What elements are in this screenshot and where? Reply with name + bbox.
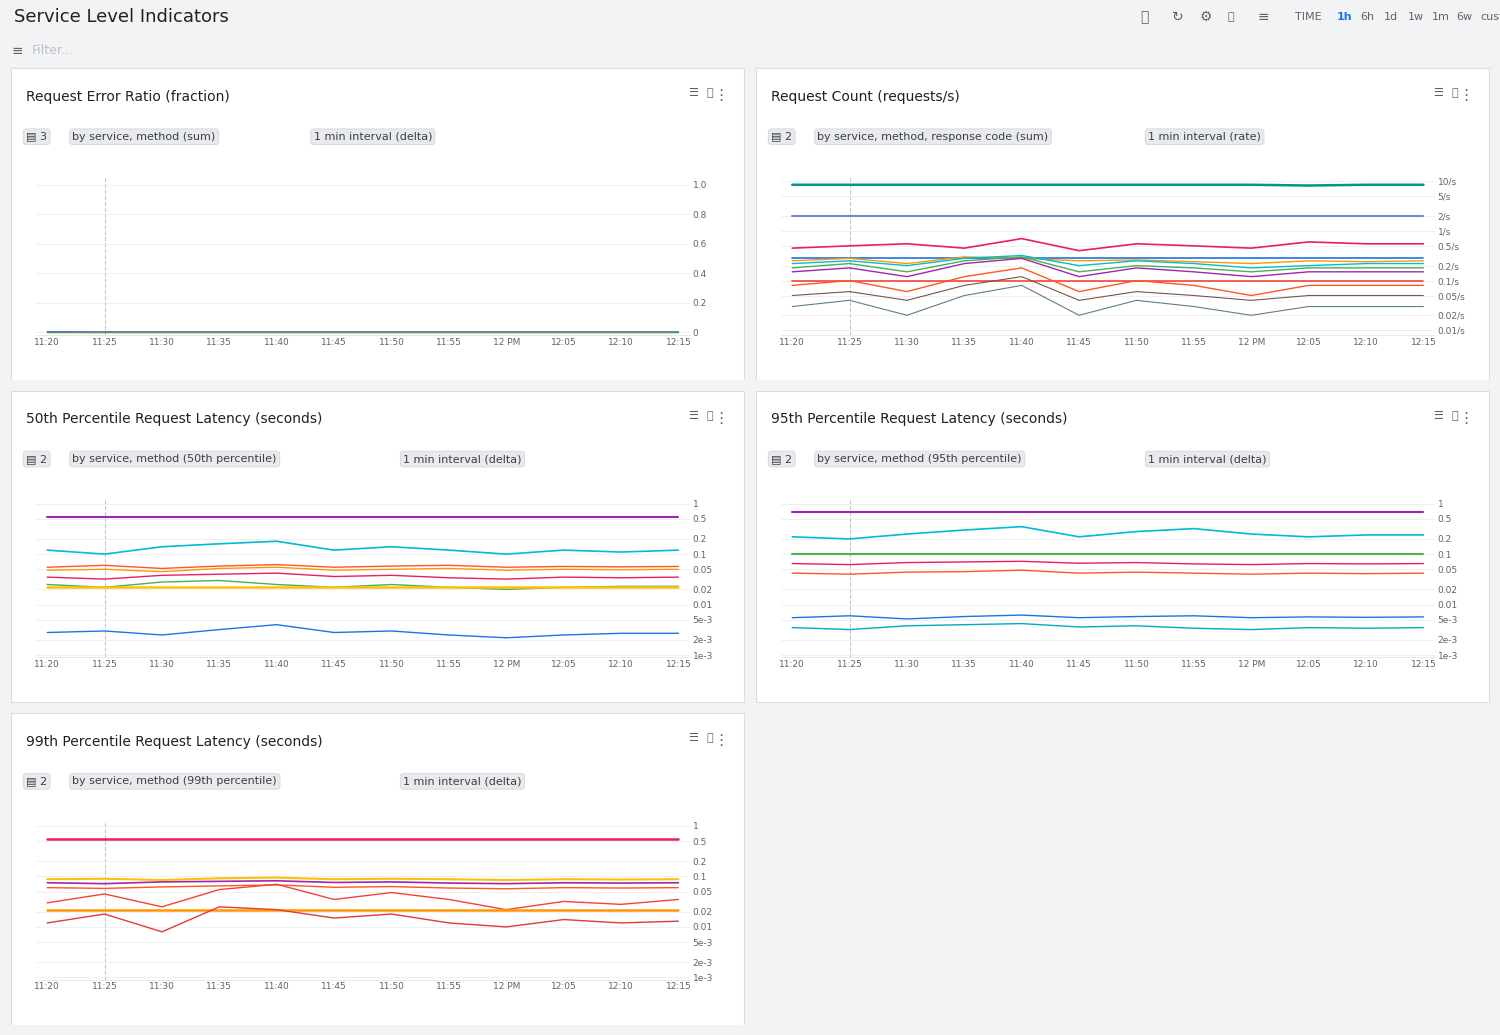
Text: ⛶: ⛶: [706, 88, 712, 98]
Text: 1 min interval (delta): 1 min interval (delta): [404, 776, 522, 787]
Text: ▤ 2: ▤ 2: [771, 131, 792, 142]
Text: 6h: 6h: [1360, 12, 1374, 22]
Text: ⋮: ⋮: [714, 733, 729, 748]
Text: 1h: 1h: [1336, 12, 1353, 22]
Text: ☰: ☰: [688, 88, 698, 98]
Text: ☰: ☰: [688, 733, 698, 743]
Text: 1d: 1d: [1384, 12, 1398, 22]
Text: ⌕: ⌕: [1140, 10, 1149, 24]
Text: ⛶: ⛶: [1228, 12, 1234, 22]
Text: ☰: ☰: [1432, 88, 1443, 98]
FancyBboxPatch shape: [10, 68, 744, 380]
Text: ▤ 3: ▤ 3: [26, 131, 46, 142]
Text: ⛶: ⛶: [1450, 411, 1458, 420]
Text: Service Level Indicators: Service Level Indicators: [13, 8, 229, 26]
Text: 1m: 1m: [1432, 12, 1450, 22]
Text: custom: custom: [1480, 12, 1500, 22]
Text: ↻: ↻: [1172, 10, 1184, 24]
Text: by service, method (99th percentile): by service, method (99th percentile): [72, 776, 278, 787]
Text: 6w: 6w: [1456, 12, 1472, 22]
Text: Request Error Ratio (fraction): Request Error Ratio (fraction): [26, 90, 230, 104]
FancyBboxPatch shape: [10, 713, 744, 1025]
Text: ▤ 2: ▤ 2: [771, 454, 792, 464]
Text: ▤ 2: ▤ 2: [26, 454, 48, 464]
Text: ▤ 2: ▤ 2: [26, 776, 48, 787]
Text: ⋮: ⋮: [714, 411, 729, 425]
Text: ⋮: ⋮: [714, 88, 729, 104]
Text: Filter...: Filter...: [32, 45, 74, 58]
FancyBboxPatch shape: [756, 390, 1490, 703]
Text: by service, method (50th percentile): by service, method (50th percentile): [72, 454, 278, 464]
Text: 50th Percentile Request Latency (seconds): 50th Percentile Request Latency (seconds…: [26, 412, 322, 426]
Text: ≡: ≡: [1258, 10, 1269, 24]
Text: ⛶: ⛶: [706, 733, 712, 743]
Text: by service, method, response code (sum): by service, method, response code (sum): [818, 131, 1048, 142]
Text: ☰: ☰: [1432, 411, 1443, 420]
Text: ⋮: ⋮: [1458, 88, 1474, 104]
Text: 99th Percentile Request Latency (seconds): 99th Percentile Request Latency (seconds…: [26, 735, 322, 748]
Text: 1 min interval (delta): 1 min interval (delta): [314, 131, 432, 142]
Text: by service, method (sum): by service, method (sum): [72, 131, 216, 142]
Text: ⋮: ⋮: [1458, 411, 1474, 425]
Text: 1 min interval (rate): 1 min interval (rate): [1148, 131, 1262, 142]
FancyBboxPatch shape: [10, 390, 744, 703]
Text: ≡: ≡: [12, 45, 24, 58]
Text: 1w: 1w: [1408, 12, 1424, 22]
FancyBboxPatch shape: [756, 68, 1490, 380]
Text: TIME: TIME: [1294, 12, 1322, 22]
Text: Request Count (requests/s): Request Count (requests/s): [771, 90, 960, 104]
Text: ⛶: ⛶: [706, 411, 712, 420]
Text: ⚙: ⚙: [1200, 10, 1212, 24]
Text: ⛶: ⛶: [1450, 88, 1458, 98]
Text: 1 min interval (delta): 1 min interval (delta): [1148, 454, 1266, 464]
Text: 1 min interval (delta): 1 min interval (delta): [404, 454, 522, 464]
Text: by service, method (95th percentile): by service, method (95th percentile): [818, 454, 1022, 464]
Text: ☰: ☰: [688, 411, 698, 420]
Text: 95th Percentile Request Latency (seconds): 95th Percentile Request Latency (seconds…: [771, 412, 1068, 426]
